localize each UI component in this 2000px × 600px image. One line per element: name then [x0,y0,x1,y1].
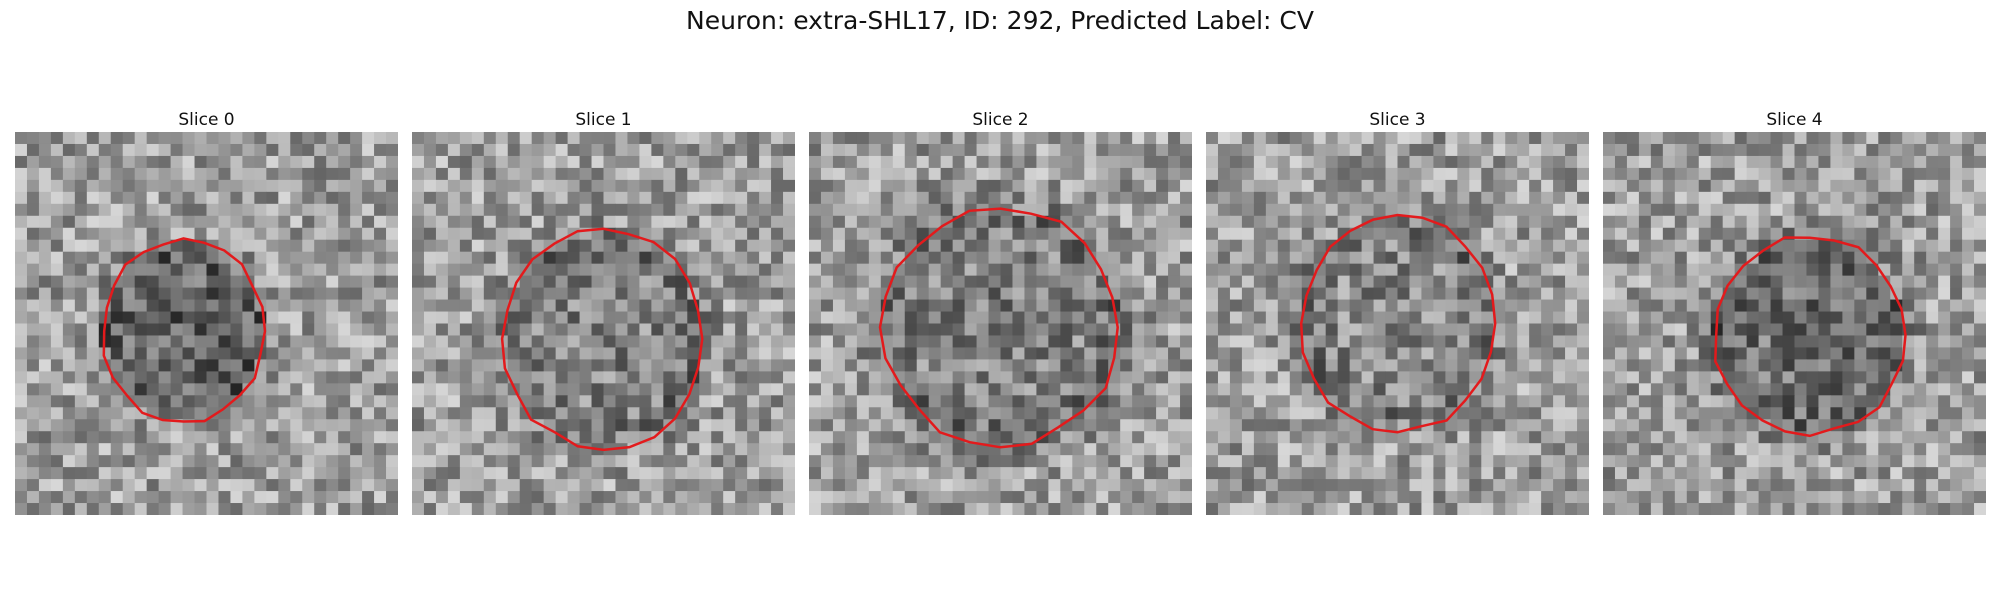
slice-panel: Slice 2 [809,108,1192,515]
slice-panel: Slice 3 [1206,108,1589,515]
figure-title: Neuron: extra-SHL17, ID: 292, Predicted … [686,6,1314,35]
slice-panel: Slice 0 [15,108,398,515]
cell-outline [500,227,704,452]
slice-panel: Slice 4 [1603,108,1986,515]
slice-image [1206,132,1589,515]
slice-title: Slice 1 [575,110,632,130]
cell-outline [1299,213,1497,434]
slice-title: Slice 3 [1369,110,1426,130]
slice-panel: Slice 1 [412,108,795,515]
slice-image [412,132,795,515]
cell-outline [1714,236,1907,438]
slice-title: Slice 2 [972,110,1029,130]
slice-image [15,132,398,515]
slice-title: Slice 4 [1766,110,1823,130]
slice-image [809,132,1192,515]
cell-outline [102,237,267,423]
cell-outline [878,207,1119,449]
slice-title: Slice 0 [178,110,235,130]
slice-image [1603,132,1986,515]
